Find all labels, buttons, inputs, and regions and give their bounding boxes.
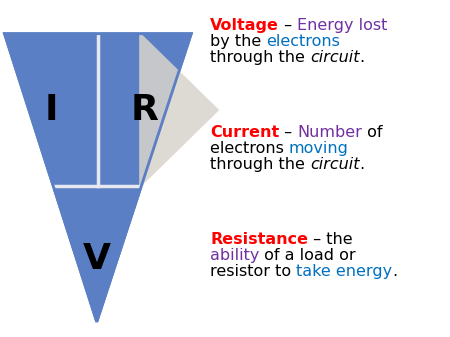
Text: by the: by the [210,34,266,49]
Text: –: – [279,125,297,140]
Text: through the: through the [210,50,310,65]
Polygon shape [4,34,191,322]
Text: Number: Number [297,125,362,140]
Text: .: . [360,50,364,65]
Text: Resistance: Resistance [210,232,308,247]
Text: .: . [392,264,397,279]
Text: V: V [83,242,111,276]
Text: –: – [279,18,297,33]
Text: take energy: take energy [296,264,392,279]
Polygon shape [139,32,219,188]
Text: through the: through the [210,157,310,172]
Text: ability: ability [210,248,259,263]
Text: Current: Current [210,125,279,140]
Text: Voltage: Voltage [210,18,279,33]
Text: circuit: circuit [310,50,360,65]
Text: – the: – the [308,232,353,247]
Text: electrons: electrons [266,34,340,49]
Text: of a load or: of a load or [259,248,356,263]
Text: electrons: electrons [210,141,289,156]
Text: I: I [45,93,58,127]
Text: circuit: circuit [310,157,360,172]
Text: resistor to: resistor to [210,264,296,279]
Text: Energy lost: Energy lost [297,18,387,33]
Text: .: . [360,157,364,172]
Text: R: R [130,93,158,127]
Text: of: of [362,125,383,140]
Text: moving: moving [289,141,349,156]
